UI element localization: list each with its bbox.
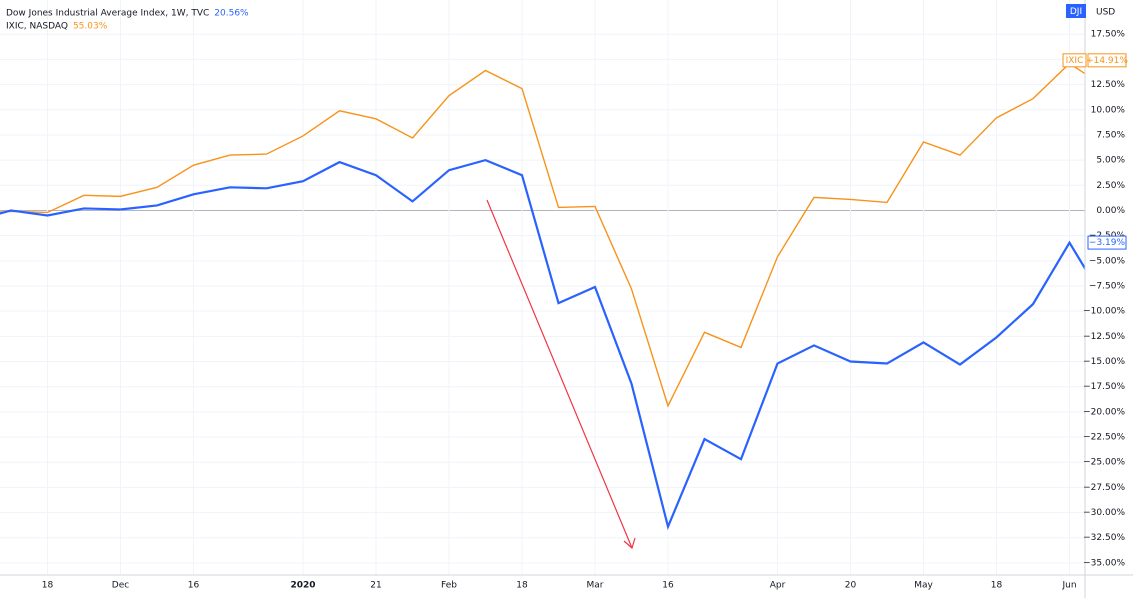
x-tick-label: 21 — [370, 581, 381, 591]
x-tick-label: 18 — [991, 581, 1003, 591]
legend: Dow Jones Industrial Average Index, 1W, … — [6, 9, 249, 32]
y-tick-label: −30.00% — [1083, 508, 1125, 518]
y-tick-label: −12.50% — [1083, 332, 1125, 342]
y-tick-label: 7.50% — [1096, 130, 1125, 140]
last-value-label: +14.91% — [1086, 56, 1128, 66]
y-tick-label: −5.00% — [1089, 256, 1126, 266]
x-tick-label: 16 — [188, 581, 200, 591]
y-tick-label: −7.50% — [1089, 281, 1126, 291]
y-tick-label: −10.00% — [1083, 307, 1125, 317]
y-tick-label: −22.50% — [1083, 433, 1125, 443]
legend-label: Dow Jones Industrial Average Index, 1W, … — [6, 9, 209, 19]
y-tick-label: −25.00% — [1083, 458, 1125, 468]
legend-change: 55.03% — [73, 22, 108, 32]
x-tick-label: Dec — [112, 581, 129, 591]
series-line — [0, 62, 1085, 408]
y-tick-label: −27.50% — [1083, 483, 1125, 493]
y-tick-label: 10.00% — [1091, 105, 1126, 115]
y-tick-label: 12.50% — [1091, 80, 1126, 90]
series-line — [0, 158, 1085, 531]
symbol: DJI — [1070, 7, 1082, 17]
y-tick-label: −20.00% — [1083, 407, 1125, 417]
last-value-tag — [1087, 235, 1127, 250]
x-tick-label: 18 — [42, 581, 54, 591]
y-tick-label: 2.50% — [1096, 181, 1125, 191]
x-tick-label: Mar — [587, 581, 604, 591]
y-tick-label: −35.00% — [1083, 558, 1125, 568]
y-tick-label: −15.00% — [1083, 357, 1125, 367]
legend-label: IXIC, NASDAQ — [6, 22, 68, 32]
x-tick-label: 16 — [662, 581, 674, 591]
x-tick-label: 2020 — [290, 581, 315, 591]
last-value-tag — [1087, 53, 1127, 68]
last-value-label: −3.19% — [1089, 238, 1126, 248]
y-tick-label: 17.50% — [1091, 30, 1126, 40]
x-tick-label: Jun — [1061, 581, 1076, 591]
series-tag — [1062, 53, 1087, 68]
currency: USD — [1096, 8, 1115, 18]
symbol-badge — [1066, 4, 1086, 18]
series-tag-label: IXIC — [1066, 56, 1084, 66]
plot — [0, 62, 1085, 531]
y-tick-label: −32.50% — [1083, 533, 1125, 543]
x-tick-label: May — [914, 581, 933, 591]
y-tick-label: −17.50% — [1083, 382, 1125, 392]
x-tick-label: Apr — [770, 581, 786, 591]
arrow-head — [623, 537, 636, 550]
grid — [0, 0, 1085, 575]
x-tick-label: 18 — [516, 581, 528, 591]
legend-change: 20.56% — [214, 9, 249, 19]
x-tick-label: Feb — [441, 581, 457, 591]
y-tick-label: 0.00% — [1096, 206, 1125, 216]
axes: 17.50%15.00%12.50%10.00%7.50%5.00%2.50%0… — [42, 30, 1129, 591]
x-tick-label: 20 — [845, 581, 857, 591]
y-tick-label: 5.00% — [1096, 156, 1125, 166]
annotation-arrow — [486, 199, 633, 549]
